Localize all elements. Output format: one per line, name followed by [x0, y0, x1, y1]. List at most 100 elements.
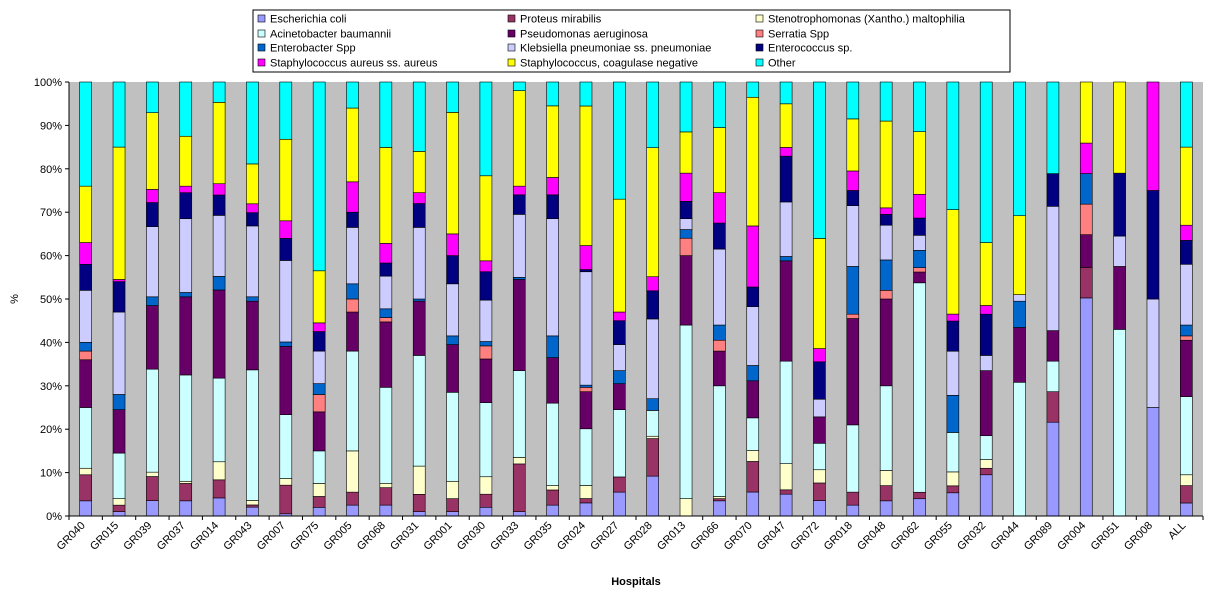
x-tick-label: GR014 [188, 520, 221, 553]
bar-segment [146, 296, 159, 306]
bar-segment [1046, 421, 1060, 517]
bar-segment [79, 81, 92, 187]
bar-segment [212, 215, 226, 277]
bar-segment [212, 194, 226, 216]
legend-label: Proteus mirabilis [520, 14, 602, 26]
bar-segment [746, 450, 760, 462]
bar-segment [979, 305, 993, 315]
bar-segment [446, 335, 459, 345]
legend-label: Enterococcus sp. [768, 43, 852, 55]
bar-segment [279, 341, 293, 347]
bar-segment [579, 269, 593, 273]
bar-segment [479, 345, 493, 360]
y-tick-label: 60% [40, 251, 62, 263]
x-axis-title: Hospitals [611, 576, 661, 588]
bar-segment [79, 342, 92, 352]
bar-segment [779, 201, 793, 257]
bar-segment [1180, 339, 1193, 397]
x-tick-label: ALL [1166, 520, 1188, 542]
bar-segment [1079, 267, 1093, 299]
bar-segment [813, 398, 826, 418]
bar-segment [212, 102, 226, 185]
bar-segment [146, 189, 159, 203]
bar-segment [879, 500, 893, 517]
bar-segment [412, 81, 426, 152]
bar-segment [479, 175, 493, 262]
legend-swatch [507, 58, 516, 67]
bar-segment [913, 267, 926, 273]
legend-swatch [507, 29, 516, 38]
bar-segment [846, 266, 860, 315]
bar-segment [713, 498, 726, 502]
bar-segment [512, 511, 526, 517]
bar-segment [146, 471, 159, 477]
bar-segment [446, 344, 459, 393]
bar-segment [179, 218, 193, 293]
y-axis-title: % [9, 294, 21, 304]
bar-segment [1180, 146, 1193, 226]
bar-segment [379, 275, 393, 310]
bar-segment [913, 491, 926, 500]
bar-segment [713, 324, 726, 341]
bar-segment [412, 203, 426, 228]
bar-segment [346, 311, 359, 352]
bar-segment [979, 242, 993, 306]
x-tick-label: GR027 [588, 520, 621, 553]
bar-segment [246, 506, 259, 517]
bar-segment [746, 417, 760, 451]
bar-segment [879, 385, 893, 471]
bar-segment [446, 112, 459, 235]
bar-segment [1113, 329, 1126, 517]
bar-segment [1180, 474, 1193, 486]
x-tick-label: GR075 [288, 520, 321, 553]
bar-segment [979, 313, 993, 356]
bar-segment [479, 299, 493, 342]
legend-label: Acinetobacter baumannii [270, 29, 391, 41]
bar-segment [379, 482, 393, 488]
plot-area [69, 82, 1203, 516]
bar-segment [1180, 240, 1193, 265]
bar-segment [479, 271, 493, 301]
bar-segment [546, 357, 559, 404]
bar-segment [579, 391, 593, 430]
bar-segment [946, 320, 960, 352]
bar-segment [312, 411, 326, 452]
bar-segment [979, 355, 993, 371]
bar-segment [346, 81, 359, 109]
legend-label: Staphylococcus aureus ss. aureus [270, 58, 438, 70]
legend-swatch [755, 58, 764, 67]
bar-segment [779, 360, 793, 464]
bar-segment [512, 463, 526, 512]
bar-segment [779, 260, 793, 362]
bar-segment [579, 81, 593, 107]
bar-segment [679, 131, 693, 174]
legend-label: Pseudomonas aeruginosa [520, 29, 649, 41]
bar-segment [512, 370, 526, 458]
bar-segment [913, 498, 926, 517]
bar-segment [1079, 234, 1093, 268]
y-tick-label: 80% [40, 164, 62, 176]
bar-segment [579, 384, 593, 388]
x-tick-label: GR033 [488, 520, 521, 553]
bar-segment [512, 457, 526, 465]
bar-segment [512, 194, 526, 215]
bar-segment [846, 313, 860, 319]
bar-segment [446, 392, 459, 482]
bar-segment [412, 465, 426, 495]
bar-segment [946, 432, 960, 473]
bar-segment [679, 81, 693, 133]
bar-segment [1013, 300, 1026, 328]
x-tick-label: GR039 [121, 520, 154, 553]
bar-segment [312, 507, 326, 517]
bar-segment [1146, 298, 1160, 408]
bar-segment [146, 112, 159, 190]
x-tick-label: GR004 [1055, 520, 1088, 553]
bar-segment [312, 81, 326, 272]
bar-segment [346, 298, 359, 313]
bar-segment [1046, 206, 1060, 331]
legend-swatch [257, 43, 266, 52]
bar-segment [546, 177, 559, 196]
bar-segment [546, 485, 559, 491]
bar-segment [246, 369, 259, 501]
bar-segment [112, 452, 126, 499]
